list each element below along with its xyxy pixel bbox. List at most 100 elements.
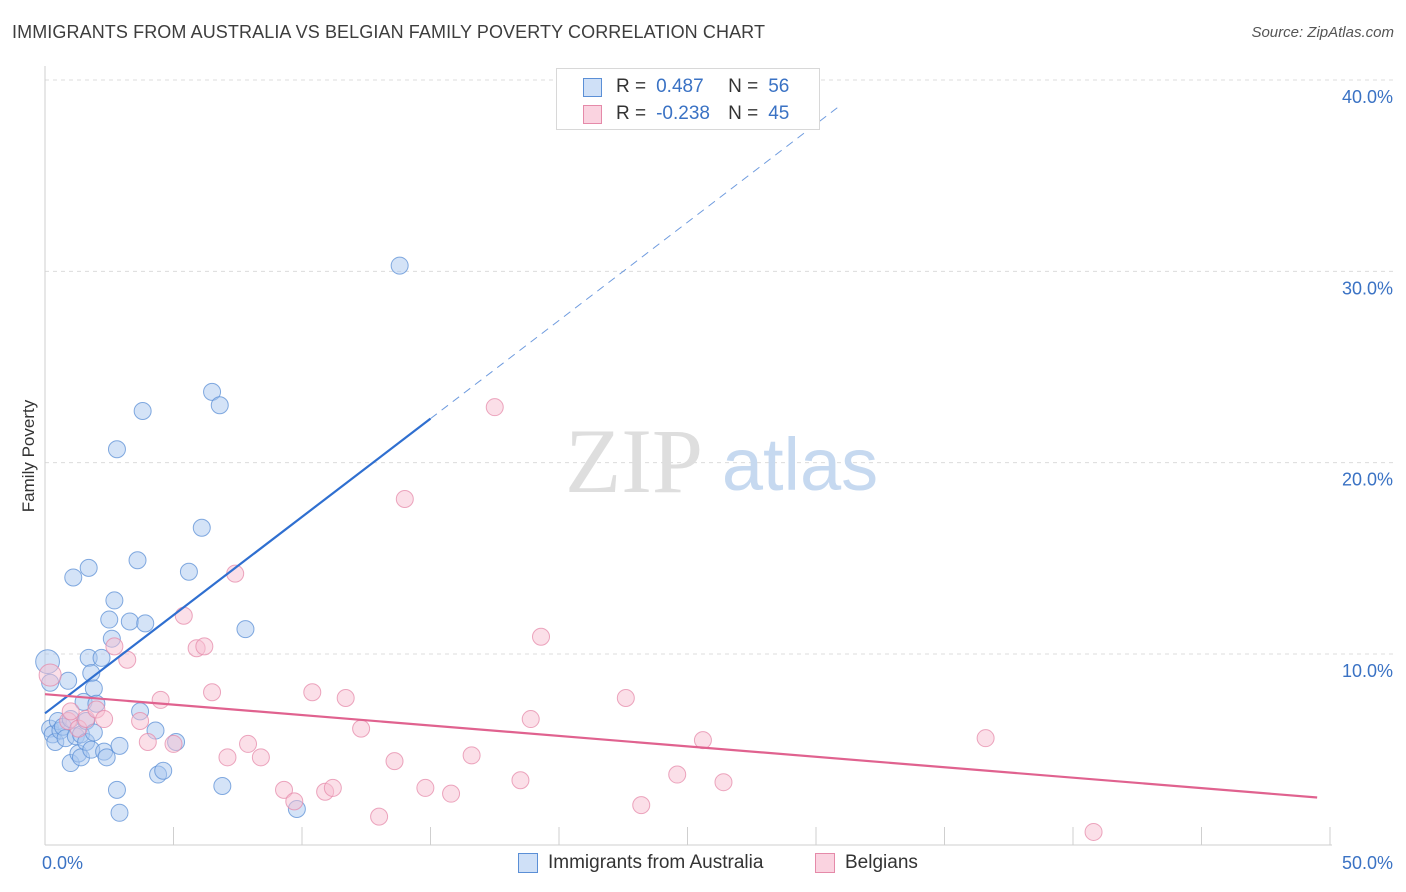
belgians-point bbox=[385, 752, 404, 771]
australia-point bbox=[92, 648, 111, 667]
x-tick-label: 0.0% bbox=[42, 853, 83, 873]
australia-point bbox=[179, 562, 198, 581]
legend-label-belgians: Belgians bbox=[845, 852, 918, 873]
grid-lines bbox=[45, 79, 1395, 655]
australia-point bbox=[133, 402, 152, 421]
australia-point bbox=[79, 558, 98, 577]
watermark-atlas: atlas bbox=[722, 423, 878, 506]
belgians-point bbox=[61, 702, 80, 721]
australia-point bbox=[110, 803, 129, 822]
australia-point bbox=[105, 591, 124, 610]
belgians-point bbox=[352, 719, 371, 738]
series-legend: Immigrants from Australia Belgians bbox=[0, 852, 1406, 878]
n-value: 45 bbox=[768, 103, 790, 124]
watermark: ZIP atlas bbox=[565, 410, 878, 512]
legend-label-australia: Immigrants from Australia bbox=[548, 852, 764, 873]
belgians-point bbox=[521, 710, 540, 729]
y-tick-label: 30.0% bbox=[1342, 278, 1393, 298]
belgians-point bbox=[632, 796, 651, 815]
belgians-point bbox=[239, 734, 258, 753]
belgians-point bbox=[218, 748, 237, 767]
n-label: N = bbox=[728, 76, 759, 97]
australia-point bbox=[390, 256, 409, 275]
watermark-zip: ZIP bbox=[565, 410, 703, 512]
legend-item-australia[interactable]: Immigrants from Australia bbox=[518, 852, 763, 874]
belgians-point bbox=[370, 807, 389, 826]
n-label: N = bbox=[728, 103, 759, 124]
belgians-point bbox=[195, 637, 214, 656]
belgians-point bbox=[616, 689, 635, 708]
trend-lines bbox=[44, 103, 1318, 799]
australia-point bbox=[107, 440, 126, 459]
stats-legend: R = 0.487 N = 56 R = -0.238 N = 45 bbox=[556, 68, 820, 130]
australia-point bbox=[203, 382, 222, 401]
belgians-point bbox=[251, 748, 270, 767]
belgians-point bbox=[462, 746, 481, 765]
australia-legend-swatch bbox=[518, 853, 538, 873]
stats-row-belgians: R = -0.238 N = 45 bbox=[583, 102, 789, 126]
belgians-point bbox=[203, 683, 222, 702]
belgians-point bbox=[485, 398, 504, 417]
n-value: 56 bbox=[768, 76, 790, 97]
chart-title: IMMIGRANTS FROM AUSTRALIA VS BELGIAN FAM… bbox=[12, 22, 766, 42]
y-axis-label: Family Poverty bbox=[19, 399, 38, 513]
belgians-point bbox=[95, 710, 114, 729]
y-tick-label: 20.0% bbox=[1342, 470, 1393, 490]
chart-source: Source: ZipAtlas.com bbox=[1251, 24, 1394, 41]
australia-point bbox=[154, 761, 173, 780]
australia-trend-line bbox=[44, 417, 432, 715]
r-value: 0.487 bbox=[656, 76, 704, 97]
australia-point bbox=[128, 551, 147, 570]
belgians-point bbox=[105, 637, 124, 656]
australia-point bbox=[236, 620, 255, 639]
r-value: -0.238 bbox=[656, 103, 710, 124]
belgians-point bbox=[285, 792, 304, 811]
belgians-swatch bbox=[583, 104, 602, 124]
belgians-point bbox=[131, 711, 150, 730]
y-tick-label: 40.0% bbox=[1342, 87, 1393, 107]
australia-point bbox=[192, 518, 211, 537]
axes bbox=[44, 66, 1332, 846]
belgians-point bbox=[668, 765, 687, 784]
australia-point bbox=[213, 777, 232, 796]
r-label: R = bbox=[616, 103, 647, 124]
stats-row-australia: R = 0.487 N = 56 bbox=[583, 75, 789, 99]
australia-point bbox=[84, 679, 103, 698]
australia-swatch bbox=[583, 77, 602, 97]
belgians-point bbox=[976, 729, 995, 748]
australia-point bbox=[64, 568, 83, 587]
belgians-trend-line bbox=[44, 693, 1318, 799]
belgians-point bbox=[511, 771, 530, 790]
r-label: R = bbox=[616, 76, 647, 97]
belgians-point bbox=[442, 784, 461, 803]
belgians-point bbox=[336, 689, 355, 708]
belgians-point bbox=[275, 780, 294, 799]
tick-labels: 10.0% 20.0% 30.0% 40.0% 0.0% 50.0% bbox=[42, 87, 1393, 873]
y-tick-label: 10.0% bbox=[1342, 661, 1393, 681]
australia-point bbox=[120, 612, 139, 631]
belgians-point bbox=[164, 734, 183, 753]
belgians-point bbox=[416, 778, 435, 797]
belgians-point bbox=[395, 490, 414, 509]
australia-point bbox=[110, 736, 129, 755]
belgians-point bbox=[1084, 822, 1103, 841]
belgians-point bbox=[174, 606, 193, 625]
australia-point bbox=[136, 614, 155, 633]
australia-point bbox=[107, 780, 126, 799]
belgians-legend-swatch bbox=[815, 853, 835, 873]
belgians-point bbox=[151, 690, 170, 709]
australia-point bbox=[210, 396, 229, 415]
legend-item-belgians[interactable]: Belgians bbox=[815, 852, 918, 874]
belgians-point bbox=[714, 773, 733, 792]
australia-point bbox=[100, 610, 119, 629]
belgians-point bbox=[303, 683, 322, 702]
data-points bbox=[35, 256, 1103, 841]
australia-point bbox=[59, 671, 78, 690]
australia-point bbox=[97, 748, 116, 767]
belgians-point bbox=[323, 778, 342, 797]
belgians-point bbox=[532, 627, 551, 646]
belgians-point bbox=[38, 663, 62, 687]
belgians-point bbox=[138, 733, 157, 752]
